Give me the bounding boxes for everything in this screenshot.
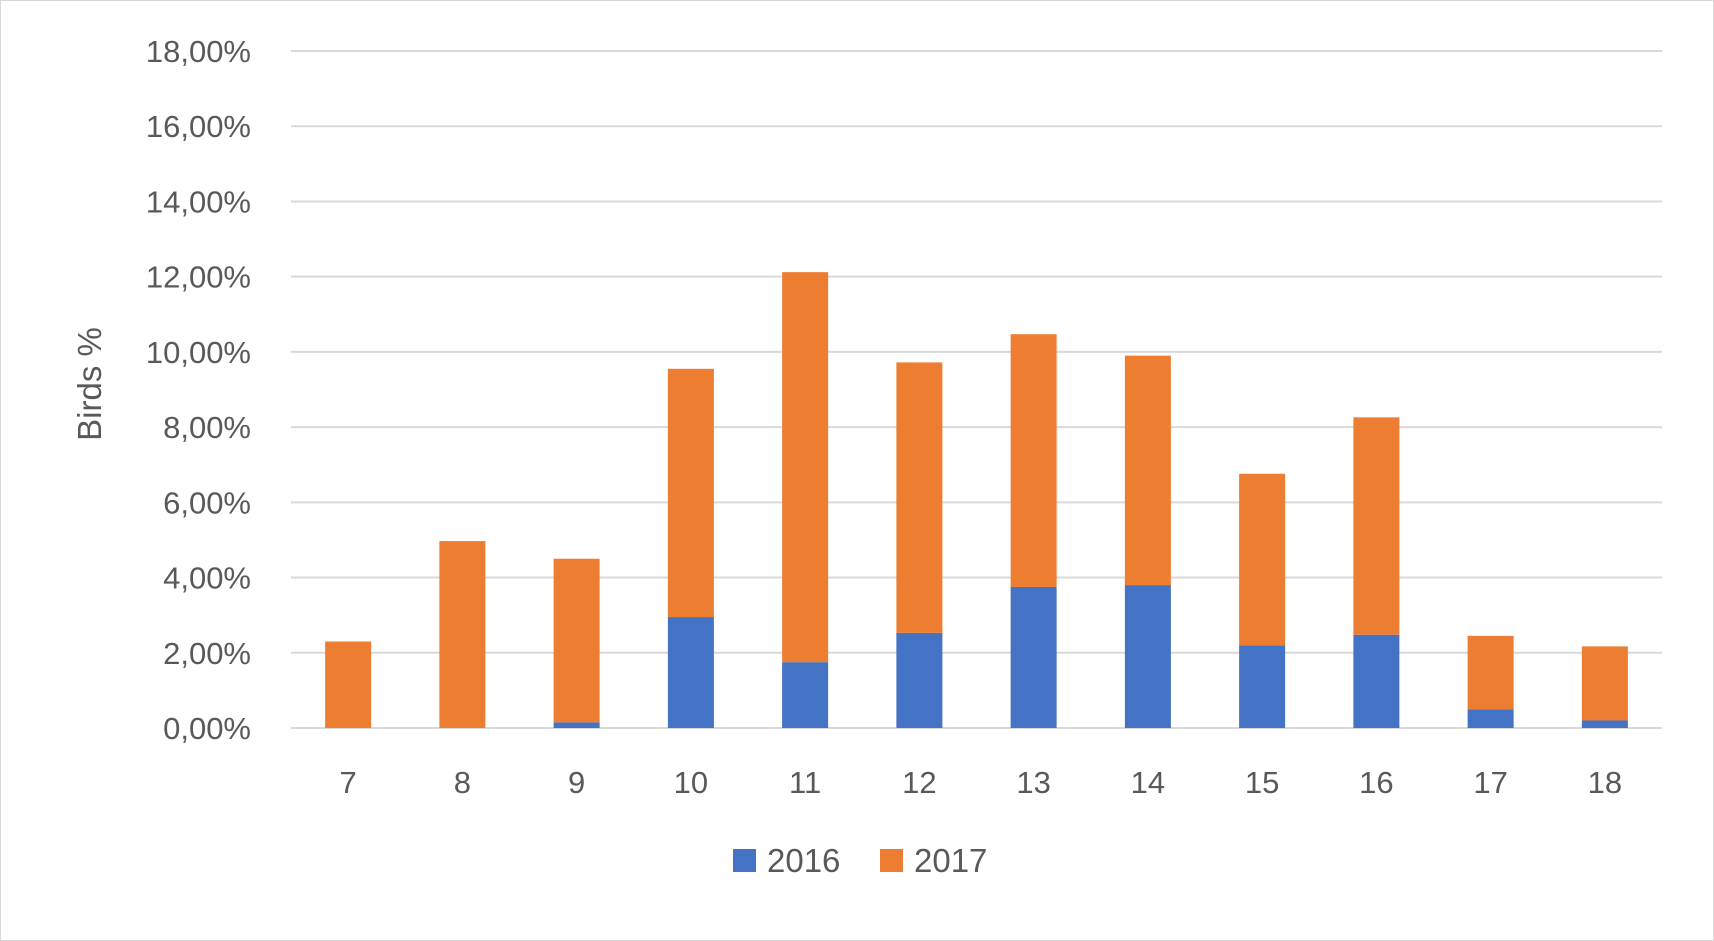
x-tick-label: 11 [789, 765, 821, 800]
bar-2017-14 [1124, 355, 1171, 586]
bars [325, 272, 1628, 728]
y-tick-label: 16,00% [146, 109, 251, 144]
y-tick-label: 6,00% [163, 485, 251, 520]
y-tick-label: 0,00% [163, 711, 251, 746]
bar-2016-18 [1581, 720, 1628, 728]
x-tick-label: 8 [454, 765, 471, 800]
y-tick-label: 14,00% [146, 184, 251, 219]
bar-2016-14 [1124, 585, 1171, 728]
y-tick-label: 8,00% [163, 410, 251, 445]
x-tick-label: 17 [1473, 765, 1507, 800]
bar-2017-9 [553, 558, 600, 723]
x-tick-label: 12 [902, 765, 936, 800]
legend-label-2017: 2017 [914, 842, 987, 879]
bar-2017-17 [1467, 635, 1514, 710]
y-axis-title: Birds % [71, 327, 108, 441]
bar-2017-13 [1010, 334, 1057, 587]
bar-2016-12 [896, 632, 943, 728]
x-tick-label: 13 [1016, 765, 1050, 800]
legend: 2016 2017 [733, 842, 987, 879]
y-axis-tick-labels: 0,00% 2,00% 4,00% 6,00% 8,00% 10,00% 12,00% 14,… [146, 34, 251, 746]
y-tick-label: 4,00% [163, 561, 251, 596]
bar-2017-15 [1239, 473, 1286, 646]
legend-swatch-2016 [733, 849, 756, 872]
y-tick-label: 10,00% [146, 335, 251, 370]
bar-2016-9 [553, 722, 600, 728]
x-tick-label: 9 [568, 765, 585, 800]
x-tick-label: 15 [1245, 765, 1279, 800]
y-tick-label: 18,00% [146, 34, 251, 69]
bar-2016-15 [1239, 645, 1286, 728]
bar-2017-18 [1581, 646, 1628, 721]
x-tick-label: 14 [1131, 765, 1165, 800]
bar-2016-13 [1010, 586, 1057, 728]
bar-2017-10 [667, 368, 714, 618]
x-tick-label: 18 [1588, 765, 1622, 800]
bar-2017-8 [439, 541, 486, 728]
gridlines [291, 50, 1662, 729]
bar-2017-12 [896, 362, 943, 633]
bar-2016-11 [782, 662, 829, 728]
bar-2016-16 [1353, 634, 1400, 728]
bar-2017-11 [782, 272, 829, 663]
legend-swatch-2017 [880, 849, 903, 872]
bar-2017-16 [1353, 417, 1400, 635]
x-tick-label: 10 [674, 765, 708, 800]
y-tick-label: 12,00% [146, 260, 251, 295]
x-axis-tick-labels: 7 8 9 10 11 12 13 14 15 16 17 18 [340, 765, 1623, 800]
bar-2017-7 [325, 641, 372, 728]
x-tick-label: 16 [1359, 765, 1393, 800]
bar-2016-10 [667, 617, 714, 728]
y-tick-label: 2,00% [163, 636, 251, 671]
bar-2016-17 [1467, 709, 1514, 728]
legend-label-2016: 2016 [767, 842, 840, 879]
x-tick-label: 7 [340, 765, 357, 800]
